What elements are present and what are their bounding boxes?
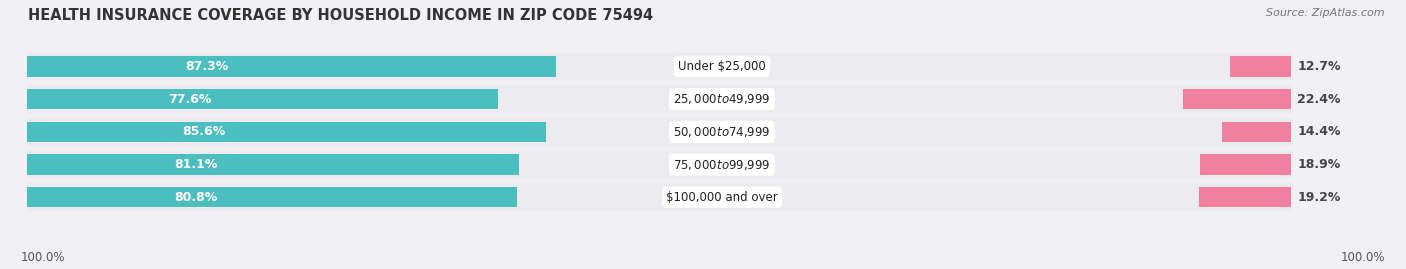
- Bar: [1198, 187, 1291, 207]
- Text: 100.0%: 100.0%: [21, 251, 66, 264]
- Text: 87.3%: 87.3%: [186, 60, 229, 73]
- Bar: [27, 52, 1291, 80]
- Text: Source: ZipAtlas.com: Source: ZipAtlas.com: [1267, 8, 1385, 18]
- Text: 18.9%: 18.9%: [1298, 158, 1340, 171]
- Bar: [27, 118, 1291, 146]
- Text: 81.1%: 81.1%: [174, 158, 218, 171]
- Text: 19.2%: 19.2%: [1298, 191, 1340, 204]
- Bar: [1222, 122, 1291, 142]
- Text: $75,000 to $99,999: $75,000 to $99,999: [673, 158, 770, 172]
- Text: 100.0%: 100.0%: [1340, 251, 1385, 264]
- Text: 12.7%: 12.7%: [1298, 60, 1341, 73]
- Text: HEALTH INSURANCE COVERAGE BY HOUSEHOLD INCOME IN ZIP CODE 75494: HEALTH INSURANCE COVERAGE BY HOUSEHOLD I…: [28, 8, 654, 23]
- Bar: [27, 187, 517, 207]
- Text: Under $25,000: Under $25,000: [678, 60, 766, 73]
- Bar: [1184, 89, 1291, 109]
- Text: $50,000 to $74,999: $50,000 to $74,999: [673, 125, 770, 139]
- Text: 77.6%: 77.6%: [167, 93, 211, 106]
- Bar: [27, 154, 519, 175]
- Bar: [27, 56, 557, 77]
- Bar: [1230, 56, 1291, 77]
- Text: 85.6%: 85.6%: [183, 125, 226, 138]
- Bar: [27, 122, 546, 142]
- Text: 80.8%: 80.8%: [174, 191, 217, 204]
- Text: $100,000 and over: $100,000 and over: [666, 191, 778, 204]
- Text: 22.4%: 22.4%: [1298, 93, 1341, 106]
- Text: $25,000 to $49,999: $25,000 to $49,999: [673, 92, 770, 106]
- Bar: [27, 85, 1291, 113]
- Bar: [1201, 154, 1291, 175]
- Bar: [27, 89, 498, 109]
- Text: 14.4%: 14.4%: [1298, 125, 1341, 138]
- Bar: [27, 151, 1291, 178]
- Bar: [27, 183, 1291, 211]
